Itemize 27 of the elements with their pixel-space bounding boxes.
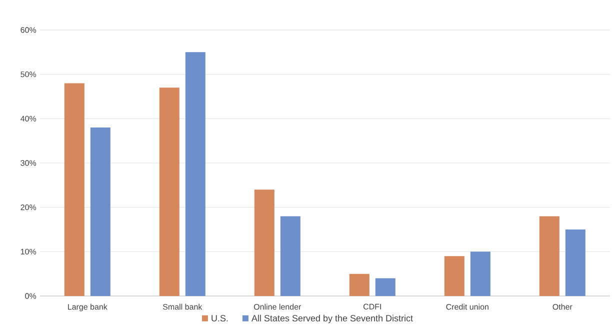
bar — [280, 216, 300, 296]
bar — [565, 229, 586, 296]
x-tick-label: Large bank — [68, 304, 108, 312]
y-tick-label: 40% — [20, 116, 36, 122]
bar — [539, 216, 560, 296]
y-tick-label: 50% — [20, 71, 36, 78]
y-tick-label: 20% — [20, 204, 36, 210]
bar — [185, 52, 206, 296]
x-tick-label: Credit union — [446, 304, 488, 310]
bar — [349, 274, 370, 296]
y-tick-label: 60% — [20, 27, 36, 33]
legend-label: U.S. — [212, 315, 228, 322]
bar — [90, 128, 110, 296]
bar — [470, 252, 490, 296]
y-tick-label: 10% — [20, 248, 36, 254]
bar — [64, 83, 84, 296]
x-tick-label: Other — [552, 304, 572, 310]
bar — [444, 256, 464, 296]
x-tick-label: Online lender — [254, 304, 302, 310]
x-tick-label: CDFI — [363, 304, 381, 310]
bar — [254, 190, 274, 296]
y-tick-label: 0% — [25, 293, 36, 299]
x-tick-label: Small bank — [162, 304, 202, 310]
y-tick-label: 30% — [20, 160, 36, 166]
legend-label: All States Served by the Seventh District — [251, 314, 413, 324]
bar — [159, 88, 180, 296]
bar — [375, 278, 396, 296]
